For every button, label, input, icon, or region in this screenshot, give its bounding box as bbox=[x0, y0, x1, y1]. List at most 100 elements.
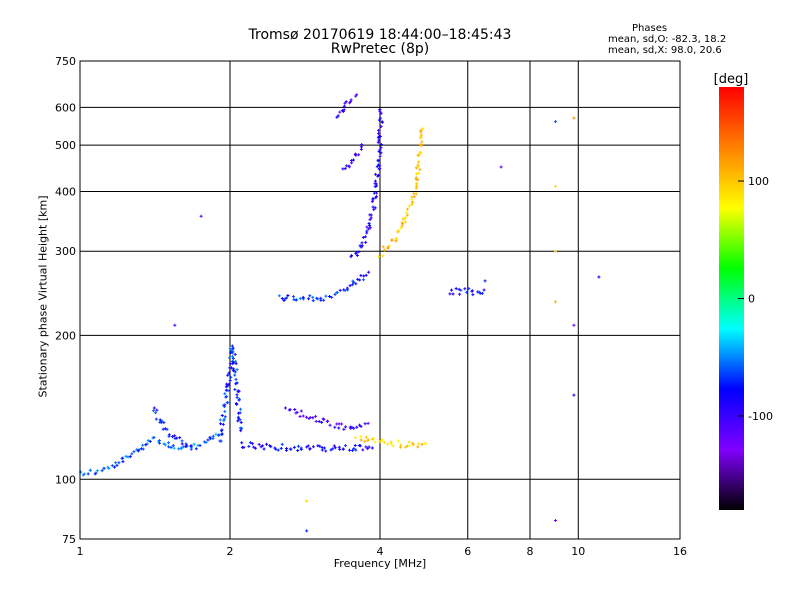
data-point bbox=[86, 472, 90, 476]
data-point bbox=[242, 445, 246, 449]
data-point bbox=[184, 442, 188, 446]
y-tick-label: 200 bbox=[55, 329, 76, 342]
data-point bbox=[151, 436, 155, 440]
data-point bbox=[284, 448, 288, 452]
data-point bbox=[378, 148, 382, 152]
data-point bbox=[308, 294, 312, 298]
data-point bbox=[228, 347, 232, 351]
data-point bbox=[416, 445, 420, 449]
data-point bbox=[223, 410, 227, 414]
colorbar-tick-label: 0 bbox=[748, 293, 755, 306]
data-point bbox=[376, 140, 380, 144]
colorbar-title: [deg] bbox=[714, 72, 749, 87]
data-point bbox=[424, 442, 428, 446]
data-point bbox=[333, 425, 337, 429]
data-point bbox=[166, 441, 170, 445]
data-point bbox=[421, 127, 425, 131]
data-point bbox=[379, 124, 383, 128]
data-point bbox=[234, 377, 238, 381]
data-point bbox=[397, 439, 401, 443]
data-point bbox=[311, 445, 315, 449]
data-point bbox=[113, 465, 117, 469]
data-point bbox=[268, 444, 272, 448]
data-point bbox=[361, 448, 365, 452]
data-point bbox=[231, 346, 235, 350]
data-point bbox=[376, 173, 380, 177]
data-point bbox=[404, 216, 408, 220]
y-tick-label: 400 bbox=[55, 185, 76, 198]
data-point bbox=[299, 409, 303, 413]
data-point bbox=[360, 241, 364, 245]
data-point bbox=[342, 108, 346, 112]
data-point bbox=[420, 442, 424, 446]
data-point bbox=[364, 240, 368, 244]
data-point bbox=[235, 393, 239, 397]
data-point bbox=[226, 373, 230, 377]
data-point bbox=[377, 255, 381, 259]
data-point bbox=[237, 416, 241, 420]
data-point bbox=[238, 407, 242, 411]
data-point bbox=[318, 444, 322, 448]
data-point bbox=[390, 238, 394, 242]
data-point bbox=[380, 120, 384, 124]
data-point bbox=[227, 382, 231, 386]
data-point bbox=[416, 163, 420, 167]
data-point bbox=[411, 441, 415, 445]
data-point bbox=[265, 442, 269, 446]
data-point bbox=[322, 446, 326, 450]
data-point bbox=[371, 205, 375, 209]
data-point bbox=[233, 373, 237, 377]
data-point bbox=[401, 222, 405, 226]
data-point bbox=[405, 213, 409, 217]
data-point bbox=[353, 436, 357, 440]
x-tick-label: 6 bbox=[464, 545, 471, 558]
data-point bbox=[344, 425, 348, 429]
data-point bbox=[414, 166, 418, 170]
data-point bbox=[367, 221, 371, 225]
data-point bbox=[293, 407, 297, 411]
data-point bbox=[354, 282, 358, 286]
data-point bbox=[471, 289, 475, 293]
data-point bbox=[94, 471, 98, 475]
data-point bbox=[405, 211, 409, 215]
data-point bbox=[367, 270, 371, 274]
data-point bbox=[220, 428, 224, 432]
data-point bbox=[240, 426, 244, 430]
data-point bbox=[553, 249, 557, 253]
data-point bbox=[357, 250, 361, 254]
data-point bbox=[367, 445, 371, 449]
data-point bbox=[261, 444, 265, 448]
data-point bbox=[285, 296, 289, 300]
data-point bbox=[399, 226, 403, 230]
data-point bbox=[227, 371, 231, 375]
data-point bbox=[240, 441, 244, 445]
data-point bbox=[202, 440, 206, 444]
data-point bbox=[226, 389, 230, 393]
data-point bbox=[308, 416, 312, 420]
data-point bbox=[358, 444, 362, 448]
data-point bbox=[171, 444, 175, 448]
data-point bbox=[477, 290, 481, 294]
data-point bbox=[403, 220, 407, 224]
data-point bbox=[386, 442, 390, 446]
data-point bbox=[346, 288, 350, 292]
data-point bbox=[164, 443, 168, 447]
data-point bbox=[414, 192, 418, 196]
data-point bbox=[308, 447, 312, 451]
data-point bbox=[420, 140, 424, 144]
data-point bbox=[378, 166, 382, 170]
data-point bbox=[233, 387, 237, 391]
x-tick-label: 8 bbox=[527, 545, 534, 558]
data-point bbox=[375, 165, 379, 169]
data-point bbox=[396, 230, 400, 234]
data-point bbox=[317, 419, 321, 423]
data-point bbox=[320, 420, 324, 424]
data-point bbox=[239, 421, 243, 425]
data-point bbox=[378, 440, 382, 444]
data-point bbox=[324, 449, 328, 453]
data-point bbox=[226, 401, 230, 405]
data-point bbox=[407, 440, 411, 444]
data-point bbox=[219, 439, 223, 443]
data-point bbox=[343, 167, 347, 171]
data-point bbox=[572, 393, 576, 397]
